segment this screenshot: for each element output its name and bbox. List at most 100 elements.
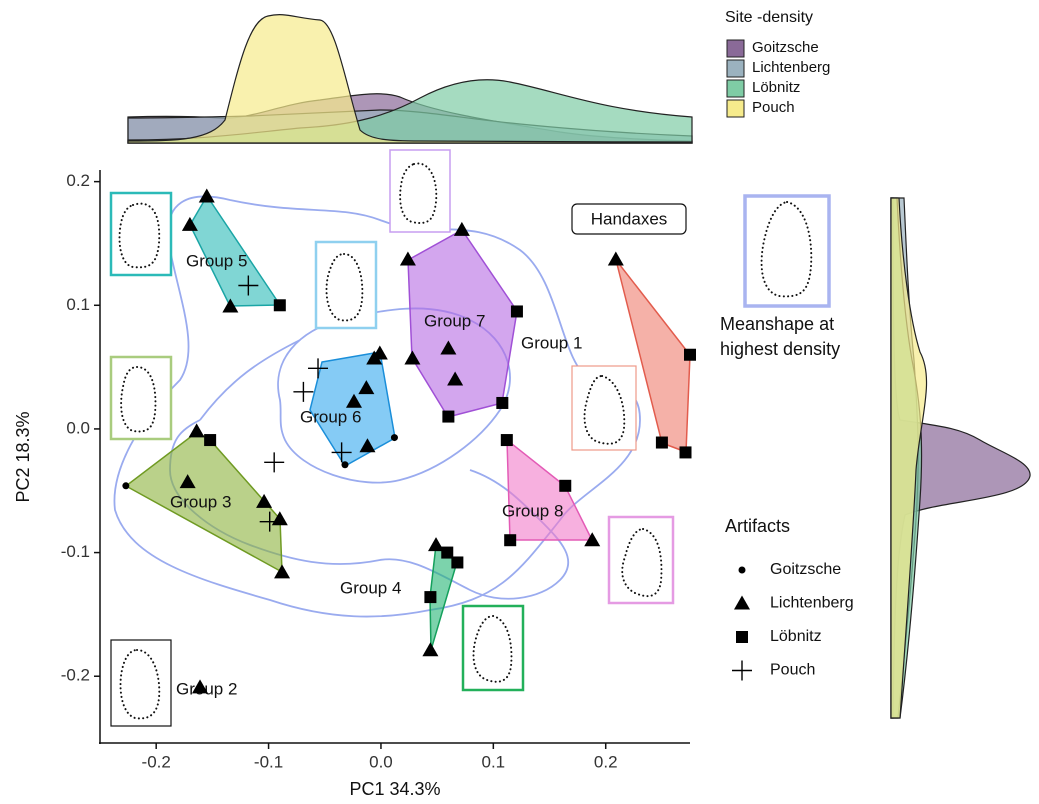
- x-tick-label: 0.2: [594, 752, 618, 771]
- point: [399, 251, 416, 266]
- legend-marker: [734, 595, 750, 610]
- point: [371, 345, 388, 360]
- point: [500, 434, 513, 447]
- handaxes-label: Handaxes: [591, 209, 668, 228]
- legend-label: Pouch: [752, 99, 795, 116]
- point: [442, 410, 455, 423]
- group-label: Group 6: [300, 407, 361, 426]
- point: [422, 642, 439, 657]
- point: [559, 479, 572, 492]
- point: [404, 350, 421, 365]
- thumbnail: [110, 639, 172, 727]
- density-legend-title: Site -density: [725, 9, 813, 26]
- thumbnail: [109, 191, 173, 277]
- point: [424, 591, 437, 604]
- label-box: [571, 203, 687, 235]
- point: [273, 299, 286, 312]
- point: [504, 534, 517, 547]
- point: [684, 348, 696, 361]
- y-tick-label: -0.1: [61, 542, 90, 561]
- legend-label: Goitzsche: [770, 561, 841, 578]
- top-density: [127, 14, 693, 144]
- legend-swatch: [726, 39, 745, 58]
- point: [274, 564, 291, 579]
- x-tick-label: 0.1: [482, 752, 506, 771]
- group-label: Group 3: [170, 492, 231, 511]
- point: [222, 298, 239, 313]
- density-area: [127, 14, 693, 144]
- hull: [124, 431, 283, 574]
- x-axis-title: PC1 34.3%: [349, 779, 440, 799]
- thumbnail: [743, 194, 831, 308]
- y-tick-label: 0.2: [66, 171, 90, 190]
- point: [308, 358, 329, 379]
- inset-label: Meanshape at: [720, 314, 834, 334]
- y-tick-label: 0.0: [66, 418, 90, 437]
- point: [179, 474, 196, 489]
- point: [264, 452, 285, 473]
- x-tick-label: 0.0: [369, 752, 393, 771]
- point: [655, 436, 668, 449]
- point: [122, 482, 130, 490]
- point: [331, 442, 352, 463]
- group-label: Group 5: [186, 251, 247, 270]
- thumbnail: [461, 604, 525, 692]
- point: [238, 275, 259, 296]
- legend-label: Goitzsche: [752, 39, 819, 56]
- point: [496, 396, 509, 409]
- legend-label: Pouch: [770, 662, 815, 679]
- group-label: Group 4: [340, 578, 401, 597]
- inset-label: highest density: [720, 339, 840, 359]
- point: [188, 423, 205, 438]
- point: [510, 305, 523, 318]
- point: [390, 434, 398, 442]
- group-hulls: [124, 194, 691, 651]
- point: [293, 381, 314, 402]
- point: [256, 493, 273, 508]
- legend-swatch: [726, 59, 745, 78]
- x-tick-label: -0.2: [142, 752, 171, 771]
- point: [358, 380, 375, 395]
- density-area: [890, 197, 928, 719]
- legend-marker: [738, 566, 746, 574]
- point: [345, 393, 362, 408]
- point: [428, 537, 445, 552]
- thumbnail: [109, 355, 173, 441]
- point: [259, 511, 280, 532]
- legend-marker: [736, 631, 748, 643]
- legend-title: Artifacts: [725, 516, 790, 536]
- legend-label: Löbnitz: [752, 79, 800, 96]
- thumbnail: [389, 149, 451, 233]
- legend-label: Lichtenberg: [752, 59, 830, 76]
- point: [192, 679, 209, 694]
- thumbnail: [607, 515, 675, 605]
- y-tick-label: 0.1: [66, 295, 90, 314]
- point: [679, 446, 692, 459]
- group-label: Group 7: [424, 311, 485, 330]
- point: [198, 188, 215, 203]
- legend-swatch: [726, 79, 745, 98]
- group-label: Group 1: [521, 333, 582, 352]
- right-density: [890, 197, 1031, 719]
- point: [181, 216, 198, 231]
- point: [341, 461, 349, 469]
- hull: [506, 438, 594, 541]
- point: [204, 434, 217, 447]
- point: [440, 340, 457, 355]
- group-label: Group 2: [176, 679, 237, 698]
- y-tick-label: -0.2: [61, 666, 90, 685]
- x-tick-label: -0.1: [254, 752, 283, 771]
- point: [453, 221, 470, 236]
- point: [447, 371, 464, 386]
- point: [441, 546, 454, 559]
- group-label: Group 8: [502, 501, 563, 520]
- legend-label: Lichtenberg: [770, 595, 854, 612]
- thumbnail: [314, 240, 378, 330]
- y-axis-title: PC2 18.3%: [13, 411, 33, 502]
- point: [607, 251, 624, 266]
- thumbnail: [571, 365, 637, 451]
- thumbnails: [109, 149, 831, 727]
- legend-label: Löbnitz: [770, 628, 822, 645]
- point: [451, 556, 464, 569]
